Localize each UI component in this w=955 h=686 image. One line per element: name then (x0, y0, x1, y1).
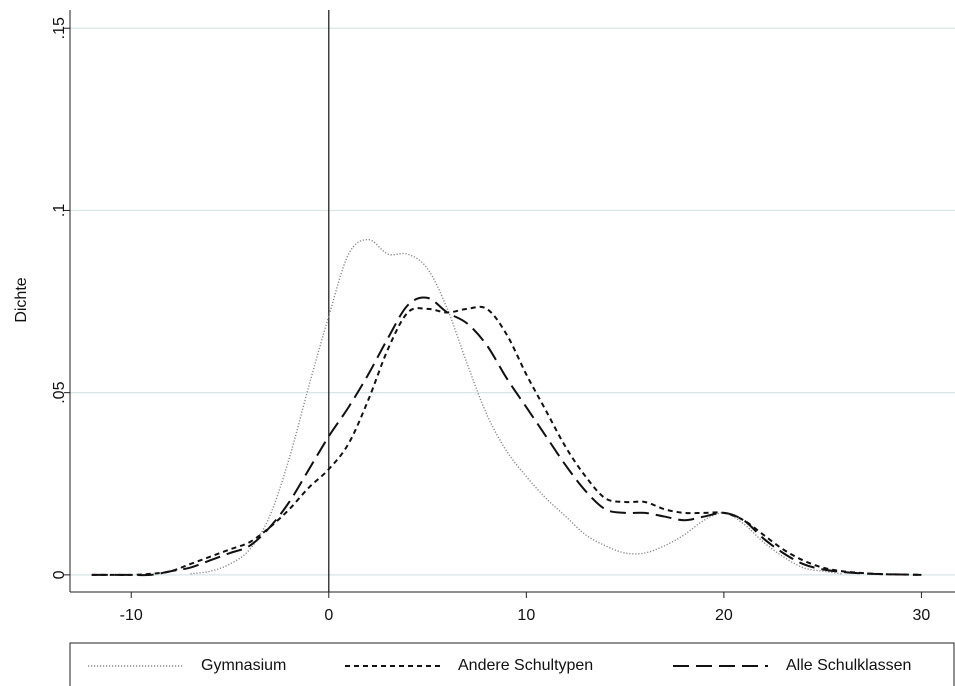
x-tick-label: 30 (913, 607, 931, 624)
legend-label: Andere Schultypen (458, 657, 593, 674)
density-line (91, 305, 922, 576)
y-axis-title: Dichte (13, 277, 30, 322)
x-tick-label: -10 (120, 607, 143, 624)
density-line (91, 296, 922, 577)
x-tick-label: 20 (715, 607, 733, 624)
legend-label: Gymnasium (201, 657, 286, 674)
y-tick-label: .1 (51, 204, 68, 217)
legend-box (69, 642, 955, 686)
legend-label: Alle Schulklassen (786, 657, 911, 674)
x-tick-label: 10 (517, 607, 535, 624)
y-tick-label: .05 (51, 381, 68, 403)
y-tick-label: 0 (51, 570, 68, 579)
density-line (190, 238, 843, 575)
x-tick-label: 0 (324, 607, 333, 624)
y-tick-label: .15 (51, 17, 68, 39)
